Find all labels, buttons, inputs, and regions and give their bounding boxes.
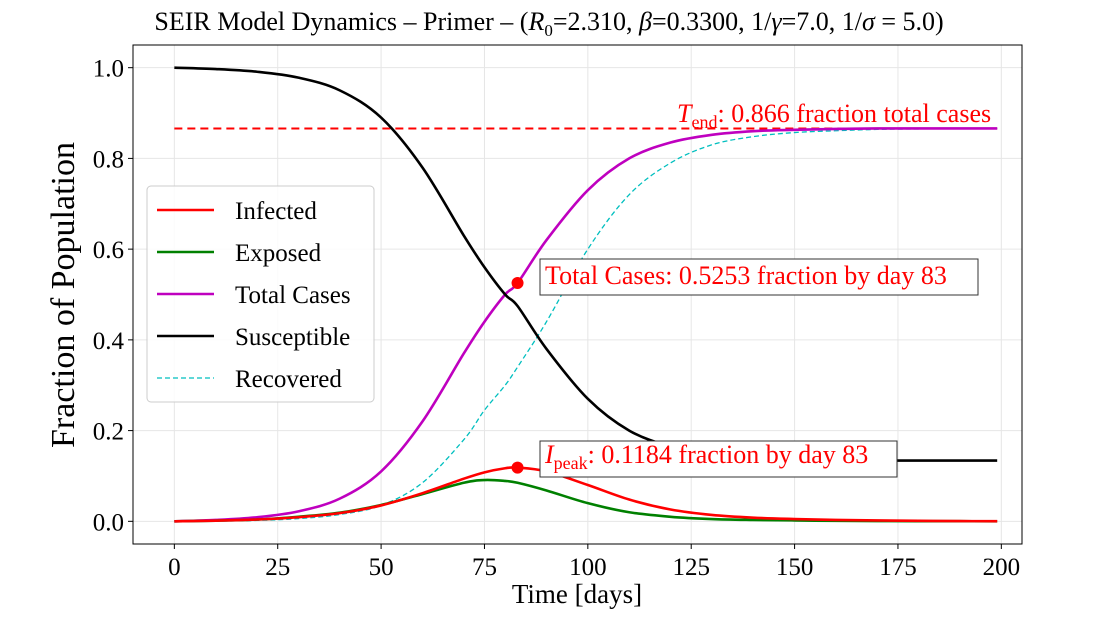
- marker-layer: [511, 277, 524, 474]
- y-tick-label: 0.0: [93, 509, 124, 536]
- y-tick-label: 0.8: [93, 146, 124, 173]
- y-tick-label: 1.0: [93, 56, 124, 83]
- x-axis-ticks: 0 25 50 75 100 125 150 175 200: [168, 544, 1020, 581]
- ipeak-annotation-box: [539, 440, 898, 478]
- series-line-total-cases: [174, 127, 998, 523]
- marker-point: [511, 461, 524, 474]
- legend-label: Susceptible: [235, 324, 350, 351]
- ipeak-annotation: Ipeak: 0.1184 fraction by day 83: [544, 440, 868, 473]
- x-axis-label: Time [days]: [512, 579, 642, 609]
- x-tick-label: 150: [776, 554, 814, 581]
- legend-label: Recovered: [235, 366, 342, 393]
- x-tick-label: 50: [369, 554, 394, 581]
- y-tick-label: 0.2: [93, 419, 124, 446]
- plot-frame: [132, 44, 1023, 545]
- legend-label: Exposed: [235, 240, 322, 267]
- legend-label: Infected: [235, 198, 317, 225]
- chart-title: SEIR Model Dynamics – Primer – (R0=2.310…: [154, 7, 943, 40]
- x-tick-label: 0: [168, 554, 181, 581]
- y-axis-label: Fraction of Population: [45, 142, 82, 448]
- x-tick-label: 200: [983, 554, 1021, 581]
- legend: Infected Exposed Total Cases Susceptible Rec…: [146, 185, 375, 403]
- tend-annotation: Tend: 0.866 fraction total cases: [677, 99, 991, 132]
- x-tick-label: 25: [265, 554, 290, 581]
- series-line-recovered: [174, 127, 998, 522]
- series-line-exposed: [174, 478, 998, 523]
- legend-box: [146, 185, 375, 403]
- x-tick-label: 175: [879, 554, 917, 581]
- y-axis-ticks: 0.0 0.2 0.4 0.6 0.8 1.0: [93, 56, 133, 536]
- total-cases-annotation-box: [539, 258, 979, 296]
- legend-label: Total Cases: [235, 282, 351, 309]
- marker-point: [511, 277, 524, 290]
- y-tick-label: 0.6: [93, 237, 124, 264]
- x-tick-label: 125: [672, 554, 710, 581]
- y-tick-label: 0.4: [93, 328, 125, 355]
- total-cases-annotation: Total Cases: 0.5253 fraction by day 83: [545, 261, 947, 290]
- x-tick-label: 75: [472, 554, 497, 581]
- x-tick-label: 100: [569, 554, 607, 581]
